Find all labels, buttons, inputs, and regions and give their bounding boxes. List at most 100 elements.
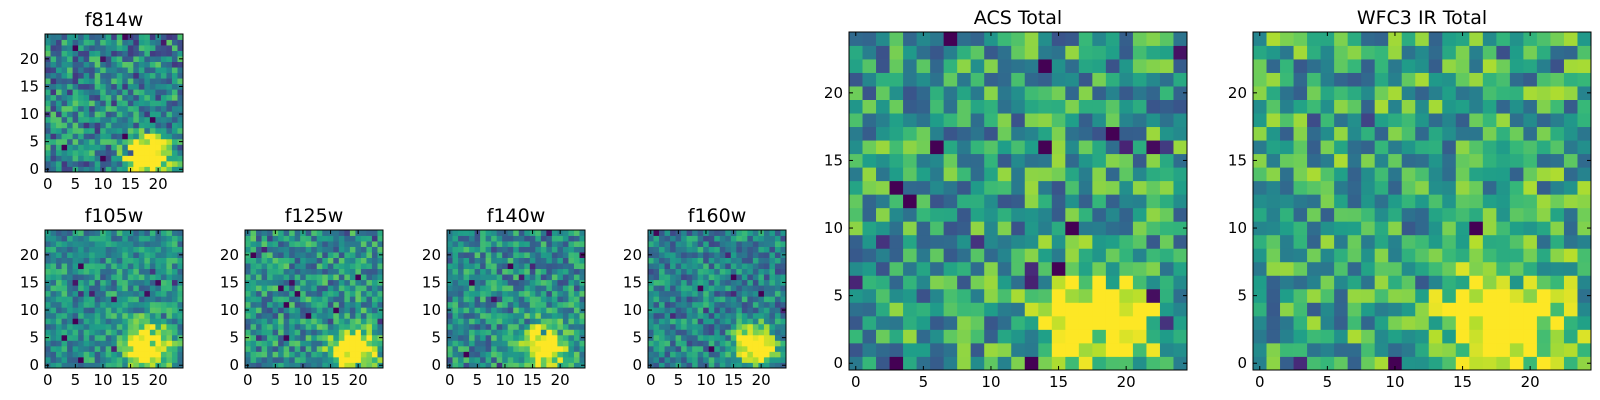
heatmap-cell (67, 105, 73, 112)
heatmap-cell (283, 257, 290, 264)
heatmap-cell (78, 111, 85, 118)
heatmap-cell (155, 257, 162, 264)
heatmap-cell (1038, 140, 1053, 155)
heatmap-cell (116, 323, 123, 330)
heatmap-cell (758, 356, 765, 363)
heatmap-cell (1078, 261, 1093, 276)
heatmap-cell (1146, 234, 1161, 249)
y-tick-label: 5 (1237, 287, 1247, 305)
heatmap-cell (957, 356, 972, 371)
heatmap-cell (1293, 140, 1308, 155)
heatmap-cell (289, 307, 296, 314)
heatmap-cell (1496, 99, 1511, 114)
heatmap-cell (67, 345, 73, 352)
heatmap-cell (546, 351, 553, 358)
heatmap-cell (105, 72, 112, 79)
heatmap-cell (1550, 234, 1565, 249)
heatmap-cell (916, 72, 931, 87)
heatmap-cell (349, 263, 356, 270)
heatmap-cell (89, 356, 96, 363)
heatmap-cell (89, 312, 96, 319)
heatmap-cell (133, 274, 140, 281)
heatmap-cell (686, 274, 693, 281)
heatmap-cell (100, 56, 107, 62)
heatmap-cell (1347, 248, 1362, 263)
heatmap-cell (127, 290, 134, 297)
heatmap-cell (1334, 194, 1349, 209)
heatmap-cell (89, 230, 96, 236)
heatmap-cell (849, 140, 863, 155)
heatmap-cell (1092, 72, 1107, 87)
heatmap-cell (997, 194, 1012, 209)
heatmap-cell (1536, 248, 1551, 263)
heatmap-cell (338, 312, 345, 319)
heatmap-cell (876, 194, 890, 209)
heatmap-cell (1361, 140, 1376, 155)
heatmap-cell (338, 345, 345, 352)
heatmap-cell (997, 342, 1012, 357)
heatmap-cell (322, 235, 329, 242)
heatmap-cell (127, 100, 134, 107)
heatmap-cell (105, 116, 112, 123)
heatmap-cell (144, 105, 151, 112)
heatmap-cell (355, 329, 362, 336)
heatmap-cell (970, 59, 985, 73)
heatmap-cell (61, 252, 68, 258)
heatmap-cell (889, 167, 904, 182)
heatmap-cell (61, 263, 68, 270)
heatmap-cell (1253, 140, 1267, 155)
heatmap-cell (56, 89, 62, 96)
heatmap-cell (72, 149, 79, 156)
heatmap-cell (1455, 126, 1470, 141)
heatmap-cell (741, 318, 748, 325)
heatmap-cell (1482, 342, 1497, 357)
heatmap-cell (133, 155, 140, 162)
heatmap-cell (166, 166, 173, 173)
heatmap-cell (333, 279, 340, 286)
heatmap-cell (105, 230, 112, 236)
heatmap-cell (535, 345, 542, 352)
heatmap-cell (67, 274, 73, 281)
heatmap-cell (970, 99, 985, 114)
heatmap-cell (50, 72, 57, 79)
axes-frame (647, 229, 787, 369)
heatmap-cell (122, 61, 129, 68)
heatmap-cell (480, 241, 487, 247)
heatmap-cell (322, 318, 329, 325)
panel-title: f814w (85, 9, 144, 31)
heatmap-cell (89, 138, 96, 145)
heatmap-cell (272, 257, 279, 264)
heatmap-cell (1159, 140, 1174, 155)
heatmap-cell (333, 235, 340, 242)
heatmap-cell (1173, 140, 1188, 155)
heatmap-cell (155, 246, 162, 253)
heatmap-cell (692, 351, 699, 358)
heatmap-cell (349, 356, 356, 363)
heatmap-cell (377, 351, 384, 358)
heatmap-cell (1280, 275, 1294, 290)
heatmap-cell (535, 329, 542, 336)
heatmap-cell (780, 323, 787, 330)
heatmap-cell (133, 334, 140, 341)
heatmap-cell (105, 122, 112, 129)
heatmap-cell (100, 263, 107, 270)
heatmap-cell (1442, 59, 1457, 73)
heatmap-cell (686, 340, 693, 347)
heatmap-cell (686, 246, 693, 253)
heatmap-cell (480, 340, 487, 347)
heatmap-cell (138, 39, 145, 46)
heatmap-cell (100, 83, 107, 90)
heatmap-cell (1173, 194, 1188, 209)
heatmap-cell (659, 252, 665, 258)
heatmap-cell (562, 329, 569, 336)
heatmap-cell (1159, 194, 1174, 209)
heatmap-cell (78, 241, 85, 247)
heatmap-cell (1374, 207, 1389, 222)
heatmap-cell (1388, 275, 1403, 290)
heatmap-cell (311, 263, 318, 270)
heatmap-cell (1253, 86, 1267, 100)
heatmap-cell (122, 362, 129, 369)
heatmap-cell (681, 345, 688, 352)
heatmap-cell (535, 279, 542, 286)
heatmap-cell (61, 323, 68, 330)
